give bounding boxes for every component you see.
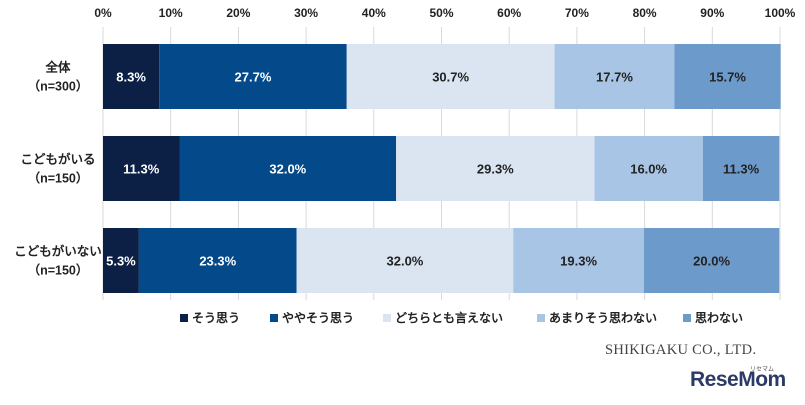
bar-segment bbox=[103, 44, 160, 109]
legend-swatch bbox=[383, 314, 391, 322]
category-sample-size: （n=150） bbox=[28, 171, 89, 186]
bar-segment bbox=[159, 44, 347, 109]
legend-swatch bbox=[683, 314, 691, 322]
category-sample-size: （n=300） bbox=[28, 79, 89, 94]
legend-label: そう思う bbox=[192, 311, 240, 325]
data-label: 19.3% bbox=[560, 254, 597, 269]
legend-label: ややそう思う bbox=[282, 311, 354, 325]
category-label: こどもがいない bbox=[14, 244, 102, 259]
bar-segment bbox=[296, 228, 514, 293]
data-label: 30.7% bbox=[432, 70, 469, 85]
bar-segment bbox=[554, 44, 675, 109]
data-label: 17.7% bbox=[596, 70, 633, 85]
x-tick-label: 80% bbox=[633, 6, 657, 20]
category-label: 全体 bbox=[44, 60, 71, 75]
legend-label: 思わない bbox=[695, 311, 743, 325]
x-tick-label: 70% bbox=[565, 6, 589, 20]
x-tick-label: 50% bbox=[429, 6, 453, 20]
x-tick-label: 60% bbox=[497, 6, 521, 20]
bar-segment bbox=[702, 136, 780, 201]
logo-subtext: リセマム bbox=[750, 367, 775, 373]
bar-segment bbox=[179, 136, 397, 201]
data-label: 32.0% bbox=[387, 254, 424, 269]
data-label: 23.3% bbox=[199, 254, 236, 269]
bar-segment bbox=[346, 44, 555, 109]
data-label: 15.7% bbox=[709, 70, 746, 85]
legend-swatch bbox=[180, 314, 188, 322]
x-tick-label: 100% bbox=[765, 6, 796, 20]
legend-label: どちらとも言えない bbox=[395, 310, 503, 325]
legend-swatch bbox=[537, 314, 545, 322]
bar-segment bbox=[594, 136, 703, 201]
bar-segment bbox=[674, 44, 781, 109]
x-tick-label: 30% bbox=[294, 6, 318, 20]
data-label: 29.3% bbox=[477, 162, 514, 177]
x-tick-label: 40% bbox=[362, 6, 386, 20]
legend-label: あまりそう思わない bbox=[549, 311, 657, 325]
data-label: 8.3% bbox=[116, 70, 146, 85]
data-label: 11.3% bbox=[723, 162, 760, 177]
credit-text: SHIKIGAKU CO., LTD. bbox=[605, 342, 757, 358]
bar-segment bbox=[513, 228, 644, 293]
category-sample-size: （n=150） bbox=[28, 263, 89, 278]
data-label: 20.0% bbox=[693, 254, 730, 269]
category-label: こどもがいる bbox=[20, 152, 95, 167]
data-label: 5.3% bbox=[106, 254, 136, 269]
bar-segment bbox=[103, 228, 139, 293]
x-tick-label: 90% bbox=[700, 6, 724, 20]
bar-segment bbox=[396, 136, 595, 201]
bar-segment bbox=[103, 136, 180, 201]
data-label: 32.0% bbox=[269, 162, 306, 177]
x-tick-label: 10% bbox=[159, 6, 183, 20]
data-label: 16.0% bbox=[630, 162, 667, 177]
data-label: 11.3% bbox=[123, 162, 160, 177]
bar-segment bbox=[138, 228, 297, 293]
x-tick-label: 0% bbox=[94, 6, 112, 20]
data-label: 27.7% bbox=[235, 70, 272, 85]
bar-segment bbox=[643, 228, 780, 293]
resemom-logo: ReseMom bbox=[690, 368, 786, 391]
legend-swatch bbox=[270, 314, 278, 322]
x-tick-label: 20% bbox=[226, 6, 250, 20]
